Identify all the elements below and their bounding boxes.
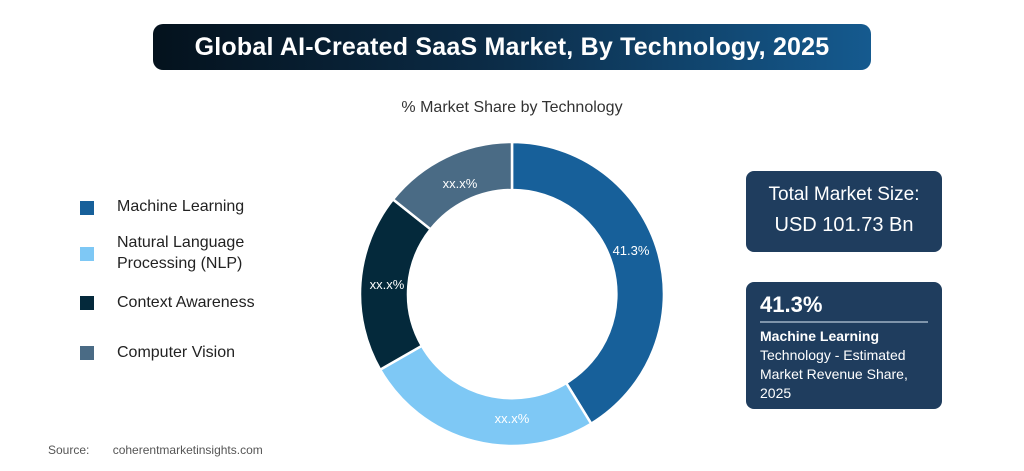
legend-swatch-computer-vision: [80, 346, 94, 360]
source-label: Source:: [48, 443, 90, 457]
slice-computer-vision: [391, 140, 514, 232]
legend-label: Natural Language Processing (NLP): [117, 234, 245, 272]
slice-label-computer-vision: xx.x%: [443, 176, 478, 191]
card-divider: [760, 321, 928, 323]
source-note: Source: coherentmarketinsights.com: [48, 443, 263, 457]
total-market-size-card: Total Market Size: USD 101.73 Bn: [746, 171, 942, 252]
donut-chart-svg: 41.3% xx.x% xx.x% xx.x%: [358, 140, 666, 448]
legend-label: Computer Vision: [117, 344, 235, 361]
donut-chart: 41.3% xx.x% xx.x% xx.x%: [355, 137, 670, 452]
chart-subtitle: % Market Share by Technology: [401, 99, 623, 116]
legend-label: Context Awareness: [117, 294, 255, 311]
slice-label-machine-learning: 41.3%: [613, 243, 650, 258]
legend-swatch-context-awareness: [80, 296, 94, 310]
legend-swatch-nlp: [80, 247, 94, 261]
legend-label: Machine Learning: [117, 198, 245, 215]
total-market-size-label: Total Market Size:: [768, 184, 920, 205]
slice-nlp: [378, 344, 593, 448]
slice-label-nlp: xx.x%: [495, 411, 530, 426]
slice-label-context-awareness: xx.x%: [370, 277, 405, 292]
slice-machine-learning: [510, 140, 666, 426]
legend-swatch-machine-learning: [80, 201, 94, 215]
segment-share-percent: 41.3%: [760, 292, 823, 317]
source-value: coherentmarketinsights.com: [112, 443, 263, 457]
chart-title: Global AI-Created SaaS Market, By Techno…: [194, 32, 830, 61]
segment-name: Machine Learning: [760, 328, 880, 344]
chart-title-banner: Global AI-Created SaaS Market, By Techno…: [153, 24, 871, 70]
total-market-size-value: USD 101.73 Bn: [774, 214, 914, 236]
segment-share-card: 41.3% Machine Learning Technology - Esti…: [746, 282, 942, 409]
segment-description: Technology - Estimated Market Revenue Sh…: [760, 347, 908, 401]
